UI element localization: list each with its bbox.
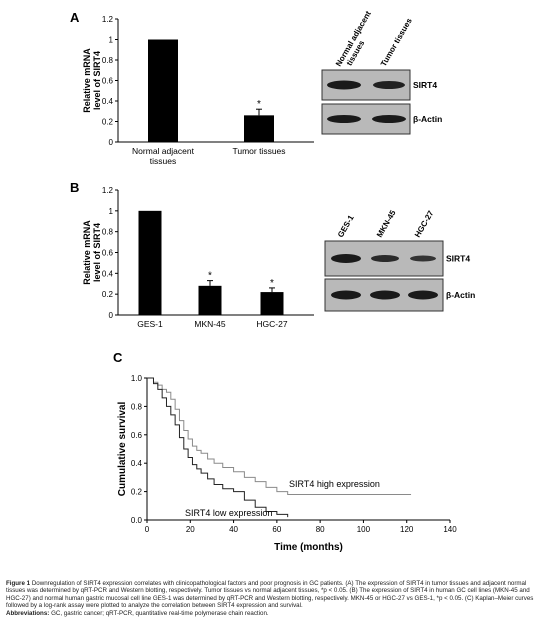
- y-tick-label: 1.2: [102, 186, 114, 195]
- y-axis-label: Relative mRNAlevel of SIRT4: [82, 220, 102, 285]
- y-tick-label: 0.4: [131, 459, 143, 468]
- x-tick-label-line: GES-1: [137, 319, 163, 329]
- y-tick-label: 1: [109, 36, 114, 45]
- x-tick-label: 40: [229, 525, 238, 534]
- abbreviations-label: Abbreviations:: [6, 609, 50, 617]
- bar: [198, 285, 222, 315]
- panel-c: C 0.0 0.2 0.4 0.6 0.8 1.0 0 20 40 60 80 100 120 140 Tim…: [113, 350, 457, 553]
- y-axis-label-line: level of SIRT4: [92, 51, 102, 110]
- x-tick-label: 140: [443, 525, 457, 534]
- y-tick-label: 1: [109, 207, 114, 216]
- blot-row-label: β-Actin: [413, 114, 442, 124]
- series-label-low: SIRT4 low expression: [185, 508, 272, 518]
- figure-caption: Figure 1 Downregulation of SIRT4 express…: [6, 580, 539, 617]
- caption-text: Downregulation of SIRT4 expression corre…: [6, 580, 534, 610]
- x-tick-label: Normal adjacent tissues: [132, 146, 195, 166]
- x-tick-label: 80: [316, 525, 325, 534]
- series-label-high: SIRT4 high expression: [289, 479, 380, 489]
- y-tick-label: 0.8: [102, 56, 114, 65]
- blot-row-label: β-Actin: [446, 290, 475, 300]
- caption-title: Figure 1: [6, 580, 31, 587]
- y-tick-label: 0.6: [102, 77, 114, 86]
- y-tick-label: 0.8: [102, 228, 114, 237]
- y-axis-label-line: level of SIRT4: [92, 223, 102, 282]
- y-axis-label: Relative mRNAlevel of SIRT4: [82, 48, 102, 113]
- bar: [244, 115, 274, 142]
- y-axis-label: Cumulative survival: [117, 402, 128, 497]
- panel-letter-b: B: [70, 180, 79, 195]
- blot-band: [327, 115, 361, 123]
- y-tick-label: 0.6: [131, 431, 143, 440]
- x-tick-label-line: HGC-27: [256, 319, 287, 329]
- survival-curve-low: [147, 377, 289, 518]
- blot-lane-label: MKN-45: [375, 208, 398, 239]
- blot-band: [370, 290, 400, 300]
- blot-band: [410, 255, 436, 262]
- blot-band: [327, 80, 361, 90]
- x-tick-label: 60: [272, 525, 281, 534]
- y-tick-label: 0: [109, 311, 114, 320]
- x-tick-label-line: Tumor tissues: [232, 146, 285, 156]
- blot-band: [371, 255, 399, 262]
- panel-letter-c: C: [113, 350, 123, 365]
- y-tick-label: 0.2: [131, 488, 143, 497]
- y-tick-label: 0.2: [102, 290, 114, 299]
- x-tick-label: HGC-27: [256, 319, 287, 329]
- x-tick-label-line: MKN-45: [194, 319, 225, 329]
- bar: [148, 39, 178, 142]
- y-axis-label-line: Relative mRNA: [82, 48, 92, 113]
- y-tick-label: 0.4: [102, 97, 114, 106]
- significance-marker: *: [270, 278, 274, 289]
- panel-letter-a: A: [70, 10, 80, 25]
- x-tick-label: 120: [400, 525, 414, 534]
- blot-lane-label: Normal adjacenttissues: [334, 9, 381, 72]
- y-tick-label: 0.0: [131, 516, 143, 525]
- blot-band: [372, 115, 406, 123]
- y-tick-label: 0: [109, 138, 114, 147]
- bar: [260, 292, 284, 315]
- x-tick-label: GES-1: [137, 319, 163, 329]
- y-tick-label: 0.2: [102, 118, 114, 127]
- survival-curve-high: [147, 377, 412, 495]
- blot-row-label: SIRT4: [413, 80, 437, 90]
- blot-lane-label: HGC-27: [413, 209, 436, 239]
- blot-row-label: SIRT4: [446, 254, 470, 264]
- bar: [138, 210, 162, 315]
- x-tick-label: 0: [145, 525, 150, 534]
- panel-b: B 0 0.2 0.4 0.6 0.8 1 1.2 Relative mRNAlevel of …: [70, 180, 475, 329]
- y-tick-label: 0.8: [131, 402, 143, 411]
- x-tick-label: 20: [186, 525, 195, 534]
- significance-marker: *: [208, 271, 212, 282]
- abbreviations: Abbreviations: GC, gastric cancer; qRT-P…: [6, 610, 539, 617]
- x-tick-label-line: tissues: [150, 156, 176, 166]
- blot-band: [331, 254, 361, 263]
- blot-band: [408, 290, 438, 300]
- x-tick-label: MKN-45: [194, 319, 225, 329]
- panel-a: A 0 0.2 0.4 0.6 0.8 1 1.2 Relative mRNAlevel of …: [70, 9, 442, 166]
- y-axis-label-line: Relative mRNA: [82, 220, 92, 285]
- y-tick-label: 1.0: [131, 374, 143, 383]
- significance-marker: *: [257, 99, 261, 110]
- y-tick-label: 0.6: [102, 249, 114, 258]
- y-tick-label: 1.2: [102, 15, 114, 24]
- x-tick-label: Tumor tissues: [232, 146, 285, 156]
- blot-lane-label: GES-1: [336, 213, 356, 239]
- x-tick-label: 100: [357, 525, 371, 534]
- blot-lane-label: Tumor tissues: [379, 16, 414, 68]
- y-tick-label: 0.4: [102, 269, 114, 278]
- x-axis-label: Time (months): [274, 542, 343, 553]
- blot-band: [373, 81, 405, 89]
- abbreviations-text: GC, gastric cancer; qRT-PCR, quantitativ…: [51, 609, 269, 617]
- blot-band: [331, 290, 361, 300]
- x-tick-label-line: Normal adjacent: [132, 146, 195, 156]
